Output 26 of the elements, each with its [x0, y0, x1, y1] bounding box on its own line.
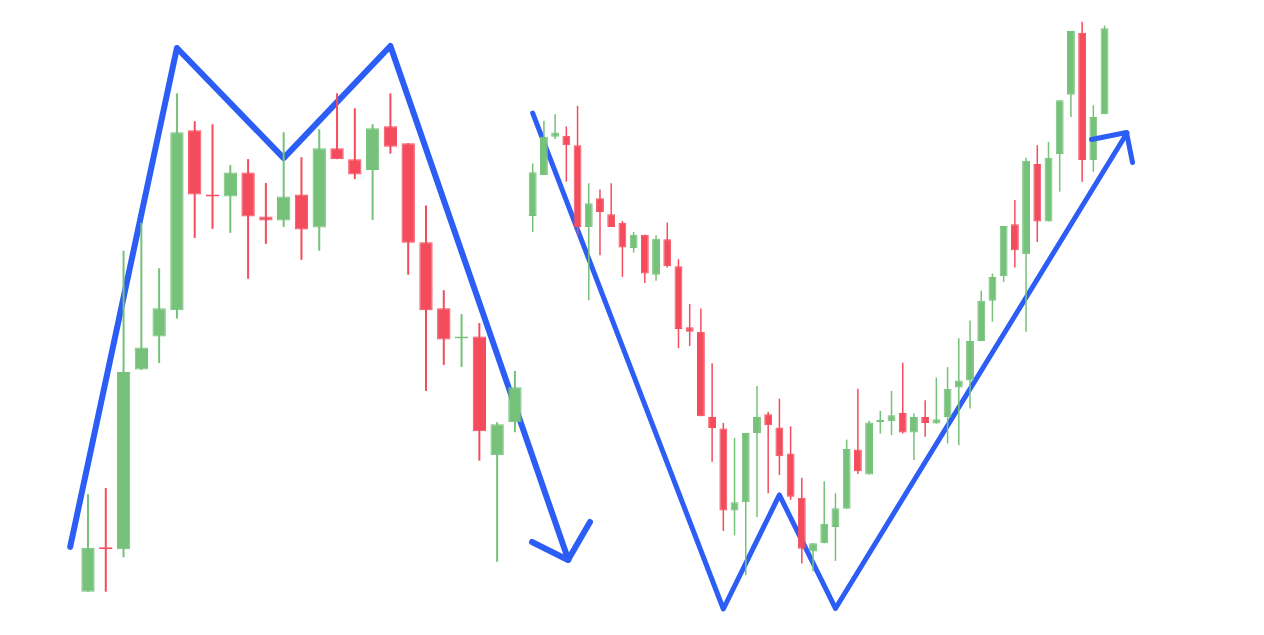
- candlestick: [223, 164, 237, 234]
- candlestick: [277, 131, 291, 228]
- candlestick: [708, 362, 717, 463]
- candlestick: [383, 92, 398, 155]
- candlestick: [853, 387, 862, 475]
- candlestick: [753, 385, 761, 518]
- candlestick: [596, 188, 604, 257]
- candlestick: [898, 361, 907, 435]
- candlestick: [259, 182, 273, 245]
- candlestick: [910, 412, 918, 461]
- candlestick: [809, 542, 817, 573]
- candlestick: [921, 399, 930, 438]
- candlestick: [562, 125, 571, 183]
- candlestick: [330, 92, 344, 161]
- candlestick: [618, 220, 627, 278]
- candlestick: [584, 182, 593, 301]
- candlestick: [954, 337, 963, 446]
- candlestick: [685, 303, 694, 347]
- candlestick: [607, 182, 616, 228]
- candlestick: [820, 480, 829, 544]
- candlestick: [134, 221, 149, 371]
- candlestick: [629, 231, 638, 254]
- candlestick: [348, 107, 362, 181]
- candlestick: [551, 113, 560, 140]
- candlestick: [932, 376, 941, 425]
- candlestick: [764, 411, 773, 495]
